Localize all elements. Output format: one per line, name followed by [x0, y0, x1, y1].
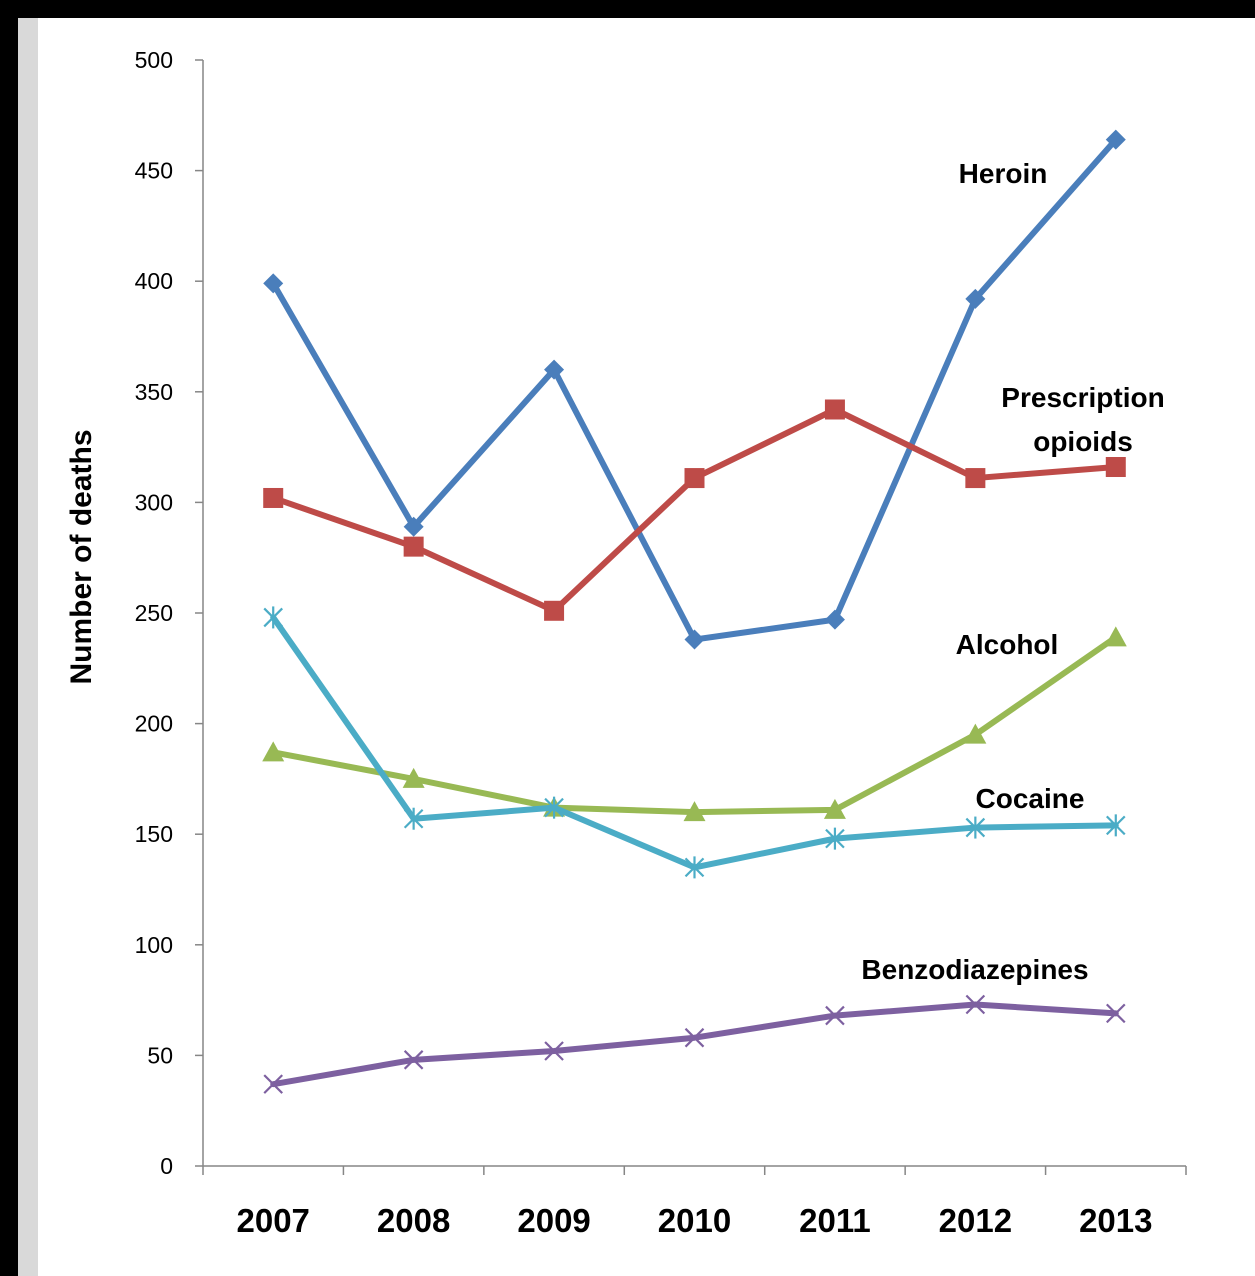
marker-stroke: [965, 994, 986, 1015]
y-tick-label: 200: [135, 711, 173, 737]
x-tick-label: 2013: [1079, 1202, 1152, 1239]
y-tick-label: 450: [135, 158, 173, 184]
data-point: [825, 1005, 845, 1026]
x-tick-label: 2010: [658, 1202, 731, 1239]
data-point: [263, 487, 284, 508]
data-point: [684, 856, 705, 879]
marker-stroke: [825, 1005, 845, 1026]
data-point: [402, 767, 425, 788]
y-tick-label: 350: [135, 379, 173, 405]
series-benzodiazepines: [263, 994, 1126, 1094]
data-point: [544, 359, 565, 380]
y-tick-label: 50: [147, 1042, 173, 1068]
y-tick-label: 400: [135, 268, 173, 294]
data-point: [1104, 626, 1127, 647]
data-point: [263, 1074, 283, 1094]
data-point: [544, 600, 565, 621]
data-point: [965, 468, 986, 489]
data-point: [823, 798, 846, 819]
data-point: [544, 1041, 564, 1061]
data-point: [964, 723, 987, 744]
series-label-prescription-opioids: opioids: [1033, 426, 1133, 457]
data-point: [1105, 457, 1126, 478]
panel-left-edge: [18, 18, 38, 1276]
labels-layer: Heroin Prescription opioids Alcohol Cocaine B…: [861, 158, 1164, 985]
series-cocaine: [263, 606, 1126, 879]
marker-stroke: [684, 1027, 705, 1048]
x-tick-label: 2007: [237, 1202, 310, 1239]
marker-stroke: [544, 1041, 564, 1061]
x-tick-label: 2011: [799, 1202, 871, 1239]
series-label-cocaine: Cocaine: [976, 783, 1085, 814]
axes: 0 50 100 150 200 250 300 350 400 450 500 2007 2008 20…: [135, 47, 1187, 1239]
y-tick-label: 250: [135, 600, 173, 626]
y-tick-label: 300: [135, 489, 173, 515]
series-label-heroin: Heroin: [959, 158, 1048, 189]
x-tick-label: 2009: [517, 1202, 590, 1239]
data-point: [965, 288, 986, 309]
series-layer: [262, 129, 1127, 1094]
y-tick-label: 0: [160, 1153, 173, 1179]
x-tick-label: 2012: [939, 1202, 1012, 1239]
data-point: [824, 609, 845, 630]
y-tick-label: 100: [135, 932, 173, 958]
data-point: [263, 273, 284, 294]
data-point: [824, 399, 845, 420]
marker-stroke: [1106, 1003, 1126, 1024]
y-axis-title: Number of deaths: [65, 429, 98, 684]
series-prescription-opioids: [263, 399, 1126, 621]
series-line: [270, 1001, 1119, 1088]
data-point: [544, 796, 564, 819]
data-point: [684, 629, 705, 650]
data-point: [683, 801, 706, 822]
data-point: [965, 994, 986, 1015]
data-point: [825, 827, 845, 850]
marker-stroke: [263, 1074, 283, 1094]
data-point: [684, 1027, 705, 1048]
data-point: [263, 606, 283, 629]
series-line: [270, 136, 1119, 643]
data-point: [403, 807, 424, 830]
y-tick-label: 150: [135, 821, 173, 847]
data-point: [403, 536, 424, 557]
chart-panel: [18, 18, 1255, 1276]
data-point: [1106, 814, 1126, 837]
series-label-benzodiazepines: Benzodiazepines: [861, 954, 1088, 985]
y-tick-label: 500: [135, 47, 173, 73]
data-point: [965, 816, 986, 839]
data-point: [403, 1050, 424, 1070]
series-label-alcohol: Alcohol: [956, 629, 1059, 660]
data-point: [1106, 1003, 1126, 1024]
series-label-prescription-opioids: Prescription: [1001, 382, 1164, 413]
data-point: [262, 741, 285, 762]
x-tick-label: 2008: [377, 1202, 450, 1239]
data-point: [403, 516, 424, 537]
series-line: [270, 406, 1119, 614]
series-heroin: [263, 129, 1126, 650]
marker-stroke: [403, 1050, 424, 1070]
data-point: [1105, 129, 1126, 150]
data-point: [684, 468, 705, 489]
